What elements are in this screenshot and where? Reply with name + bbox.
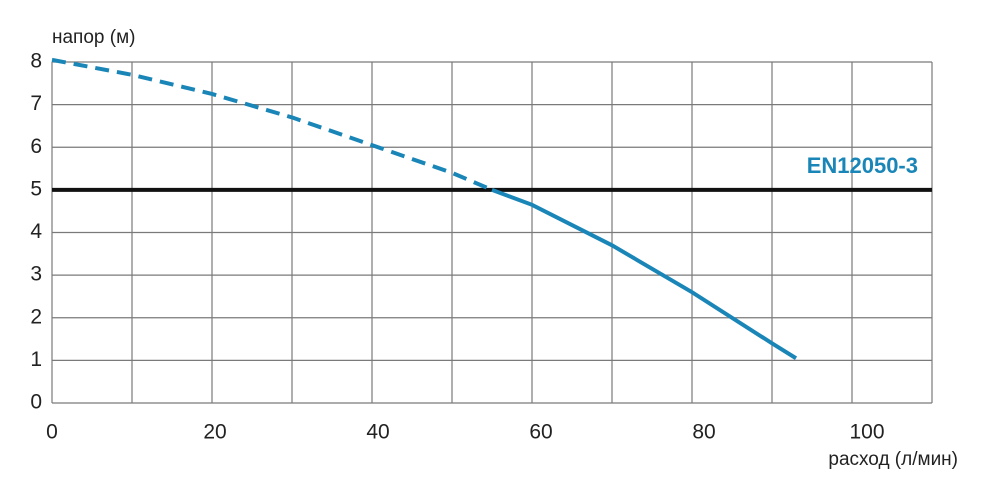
series-label: EN12050-3 xyxy=(807,153,918,178)
x-tick-label: 20 xyxy=(203,421,226,444)
y-tick-label: 4 xyxy=(30,220,42,243)
x-tick-label: 40 xyxy=(366,421,389,444)
y-tick-label: 1 xyxy=(30,348,42,371)
x-axis-label: расход (л/мин) xyxy=(828,449,958,470)
x-tick-label: 100 xyxy=(849,421,884,444)
y-tick-label: 5 xyxy=(30,177,42,200)
y-axis-label: напор (м) xyxy=(52,27,135,48)
series-line xyxy=(491,188,798,360)
x-tick-label: 80 xyxy=(692,421,715,444)
series-line xyxy=(51,57,493,192)
y-tick-label: 7 xyxy=(30,92,42,115)
y-tick-label: 6 xyxy=(30,135,42,158)
x-tick-label: 60 xyxy=(529,421,552,444)
y-tick-label: 3 xyxy=(30,263,42,286)
y-tick-label: 8 xyxy=(30,50,42,73)
y-tick-label: 0 xyxy=(30,391,42,414)
y-tick-label: 2 xyxy=(30,305,42,328)
x-tick-label: 0 xyxy=(46,421,58,444)
